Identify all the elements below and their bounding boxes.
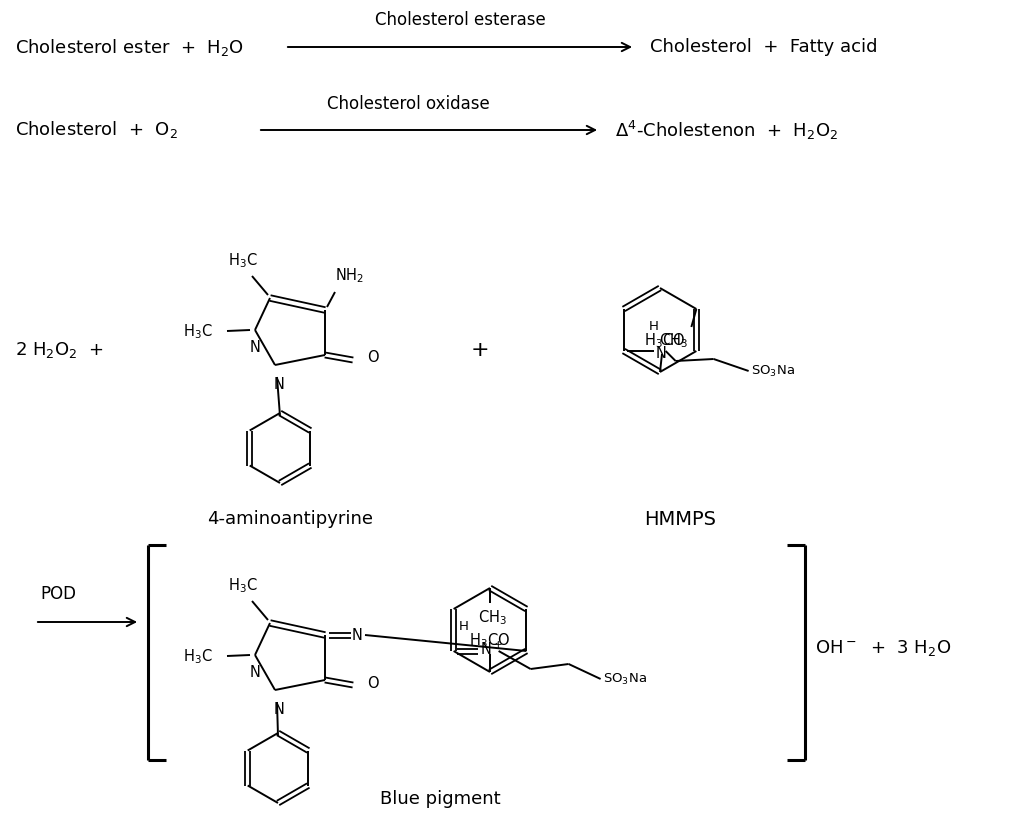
Text: N$^+$: N$^+$: [480, 641, 502, 658]
Text: 4-aminoantipyrine: 4-aminoantipyrine: [207, 510, 373, 528]
Text: Cholesterol oxidase: Cholesterol oxidase: [327, 95, 490, 113]
Text: O: O: [367, 351, 378, 366]
Text: H: H: [458, 620, 468, 633]
Text: H$_3$CO: H$_3$CO: [645, 331, 685, 350]
Text: SO$_3$Na: SO$_3$Na: [750, 363, 795, 379]
Text: H$_3$CO: H$_3$CO: [469, 632, 510, 650]
Text: N: N: [249, 665, 261, 680]
Text: Cholesterol esterase: Cholesterol esterase: [374, 11, 546, 29]
Text: $\Delta^4$-Cholestenon  +  H$_2$O$_2$: $\Delta^4$-Cholestenon + H$_2$O$_2$: [615, 118, 839, 141]
Text: Cholesterol  +  Fatty acid: Cholesterol + Fatty acid: [650, 38, 877, 56]
Text: H$_3$C: H$_3$C: [228, 576, 258, 595]
Text: N: N: [274, 377, 285, 392]
Text: OH$^-$  +  3 H$_2$O: OH$^-$ + 3 H$_2$O: [815, 638, 951, 658]
Text: Blue pigment: Blue pigment: [379, 790, 500, 808]
Text: Cholesterol ester  +  H$_2$O: Cholesterol ester + H$_2$O: [15, 37, 244, 57]
Text: H$_3$C: H$_3$C: [184, 322, 213, 341]
Text: 2 H$_2$O$_2$  +: 2 H$_2$O$_2$ +: [15, 340, 103, 360]
Text: CH$_3$: CH$_3$: [659, 331, 689, 350]
Text: +: +: [470, 340, 490, 360]
Text: N: N: [656, 345, 666, 361]
Text: N: N: [274, 702, 285, 717]
Text: N: N: [249, 340, 261, 355]
Text: H$_3$C: H$_3$C: [184, 648, 213, 667]
Text: O: O: [367, 676, 378, 690]
Text: H: H: [649, 320, 658, 333]
Text: HMMPS: HMMPS: [644, 510, 716, 529]
Text: CH$_3$: CH$_3$: [478, 608, 507, 627]
Text: NH$_2$: NH$_2$: [335, 266, 364, 285]
Text: N: N: [352, 628, 363, 642]
Text: POD: POD: [40, 585, 76, 603]
Text: SO$_3$Na: SO$_3$Na: [602, 672, 647, 686]
Text: H$_3$C: H$_3$C: [228, 251, 258, 270]
Text: Cholesterol  +  O$_2$: Cholesterol + O$_2$: [15, 119, 178, 140]
